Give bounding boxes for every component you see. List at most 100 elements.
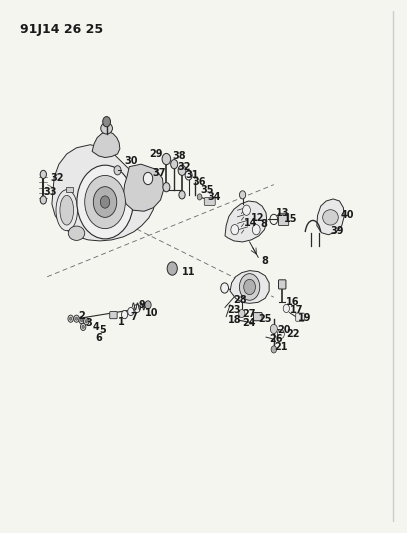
FancyBboxPatch shape [278, 280, 286, 289]
Text: 26: 26 [269, 334, 282, 344]
Circle shape [243, 205, 250, 215]
Circle shape [221, 283, 228, 293]
Circle shape [162, 154, 171, 165]
Circle shape [82, 325, 84, 328]
Polygon shape [123, 164, 164, 211]
Circle shape [114, 166, 121, 175]
Circle shape [145, 301, 151, 309]
Circle shape [197, 194, 202, 200]
Circle shape [128, 308, 134, 316]
Circle shape [270, 324, 277, 334]
Circle shape [79, 317, 84, 324]
Circle shape [134, 304, 140, 312]
Polygon shape [230, 271, 269, 303]
Circle shape [239, 273, 260, 300]
Polygon shape [92, 132, 120, 158]
Text: 5: 5 [100, 325, 106, 335]
Text: 37: 37 [152, 168, 165, 178]
Text: 10: 10 [145, 308, 158, 318]
Circle shape [77, 165, 133, 239]
Text: 13: 13 [276, 208, 290, 218]
Text: 20: 20 [278, 326, 291, 335]
FancyBboxPatch shape [278, 213, 289, 225]
Circle shape [40, 171, 46, 179]
Text: 15: 15 [284, 214, 298, 224]
Circle shape [277, 329, 284, 338]
Circle shape [171, 159, 178, 169]
FancyBboxPatch shape [110, 311, 117, 319]
Text: 91J14 26 25: 91J14 26 25 [20, 23, 103, 36]
Circle shape [81, 319, 83, 322]
Circle shape [283, 304, 289, 312]
Text: 21: 21 [274, 342, 287, 352]
Polygon shape [317, 199, 344, 235]
Text: 17: 17 [290, 305, 304, 315]
Circle shape [40, 196, 46, 204]
Circle shape [179, 191, 185, 199]
Text: 16: 16 [287, 297, 300, 308]
Text: 39: 39 [330, 225, 344, 236]
Text: 9: 9 [139, 301, 145, 310]
Text: 38: 38 [172, 151, 186, 161]
Circle shape [167, 262, 177, 275]
Circle shape [231, 224, 239, 235]
Circle shape [83, 318, 89, 325]
Text: 6: 6 [95, 333, 102, 343]
Circle shape [85, 175, 125, 229]
Circle shape [121, 311, 128, 319]
Text: 8: 8 [261, 256, 268, 266]
Circle shape [103, 117, 111, 127]
Bar [66, 187, 73, 192]
Text: 2: 2 [79, 311, 85, 321]
Text: 27: 27 [243, 309, 256, 319]
Circle shape [81, 324, 86, 330]
Ellipse shape [60, 196, 74, 225]
Text: 35: 35 [200, 185, 214, 195]
Text: 32: 32 [50, 173, 64, 183]
Text: 30: 30 [125, 156, 138, 166]
Text: 4: 4 [92, 322, 99, 332]
Circle shape [185, 171, 192, 180]
Circle shape [143, 172, 153, 184]
Text: 40: 40 [340, 211, 354, 220]
Circle shape [178, 165, 186, 175]
Circle shape [74, 315, 79, 322]
Circle shape [271, 346, 277, 353]
Text: 8: 8 [260, 219, 267, 229]
Circle shape [252, 224, 260, 235]
Text: 33: 33 [43, 187, 57, 197]
Text: 14: 14 [244, 218, 258, 228]
Text: 7: 7 [131, 312, 138, 321]
Circle shape [239, 191, 246, 199]
Text: 24: 24 [242, 318, 255, 328]
Text: 31: 31 [185, 171, 199, 181]
Text: 34: 34 [208, 192, 221, 203]
Polygon shape [52, 145, 155, 241]
Text: 19: 19 [298, 313, 311, 322]
FancyBboxPatch shape [254, 312, 262, 321]
Circle shape [70, 317, 72, 320]
Text: 23: 23 [228, 305, 241, 315]
Ellipse shape [323, 209, 338, 225]
Text: 29: 29 [149, 149, 162, 159]
Circle shape [163, 183, 170, 192]
Circle shape [93, 187, 117, 217]
Circle shape [244, 279, 256, 295]
Text: 22: 22 [287, 329, 300, 339]
Ellipse shape [56, 190, 77, 231]
Text: 28: 28 [233, 295, 247, 305]
FancyBboxPatch shape [204, 197, 215, 206]
Circle shape [75, 317, 78, 320]
Text: 25: 25 [258, 314, 272, 324]
Text: 36: 36 [193, 177, 206, 187]
Circle shape [85, 320, 88, 323]
Circle shape [239, 310, 245, 318]
Circle shape [68, 315, 73, 322]
Text: 1: 1 [118, 317, 124, 327]
Polygon shape [225, 201, 267, 242]
Circle shape [101, 196, 110, 208]
Text: 3: 3 [85, 318, 92, 328]
Text: 18: 18 [228, 314, 241, 325]
Text: 32: 32 [177, 161, 191, 172]
Ellipse shape [101, 123, 112, 134]
